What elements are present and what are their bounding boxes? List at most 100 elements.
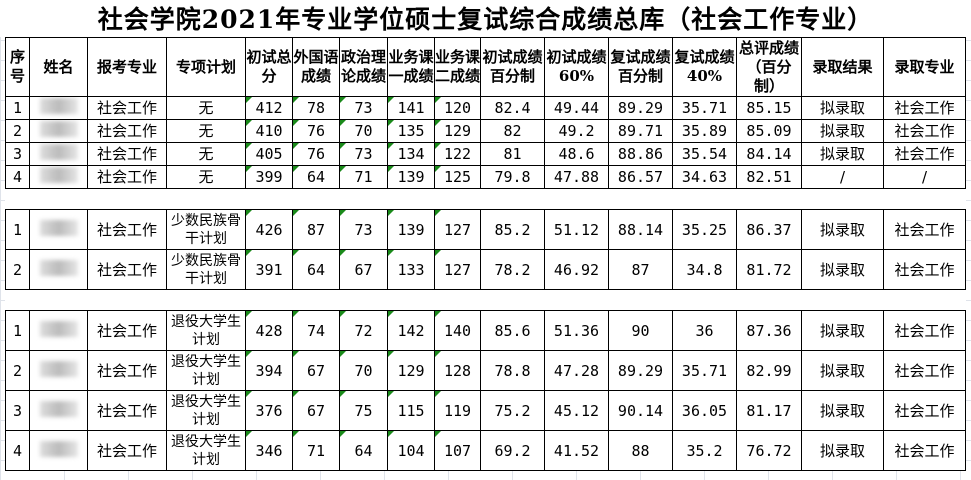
- cell-prelim-60[interactable]: 51.12: [544, 209, 609, 250]
- cell-course2[interactable]: 120: [434, 96, 481, 120]
- cell-major[interactable]: 社会工作: [87, 209, 167, 250]
- cell-politics[interactable]: 67: [339, 249, 388, 290]
- cell-name[interactable]: [29, 165, 88, 189]
- cell-retest-pct[interactable]: 88: [608, 430, 673, 471]
- cell-prelim-total[interactable]: 428: [245, 310, 293, 351]
- cell-foreign-lang[interactable]: 74: [292, 310, 340, 351]
- cell-course2[interactable]: 125: [434, 165, 481, 189]
- cell-major[interactable]: 社会工作: [87, 390, 167, 431]
- cell-retest-pct[interactable]: 86.57: [608, 165, 673, 189]
- table-row[interactable]: 3 社会工作无 405 76 73 134 122 81 48.6 88.86 35.54 84.14…: [5, 142, 966, 166]
- cell-foreign-lang[interactable]: 64: [292, 165, 340, 189]
- cell-admission-major[interactable]: 社会工作: [883, 249, 966, 290]
- cell-course1[interactable]: 135: [387, 119, 435, 143]
- cell-prelim-total[interactable]: 394: [245, 350, 293, 391]
- table-row[interactable]: 3 社会工作 退役大学生计划 376 67 75 115 119 75.2 45.12 90.14 3…: [5, 390, 966, 431]
- cell-course1[interactable]: 142: [387, 310, 435, 351]
- cell-prelim-total[interactable]: 405: [245, 142, 293, 166]
- cell-admission-major[interactable]: 社会工作: [883, 430, 966, 471]
- cell-prelim-total[interactable]: 391: [245, 249, 293, 290]
- table-row[interactable]: 2 社会工作 少数民族骨干计划 391 64 67 133 127 78.2 46.92 87 34.…: [5, 249, 966, 290]
- cell-admission-major[interactable]: 社会工作: [883, 209, 966, 250]
- cell-politics[interactable]: 73: [339, 142, 388, 166]
- cell-retest-40[interactable]: 34.63: [672, 165, 737, 189]
- cell-course1[interactable]: 141: [387, 96, 435, 120]
- cell-course1[interactable]: 104: [387, 430, 435, 471]
- cell-prelim-pct[interactable]: 85.2: [480, 209, 545, 250]
- cell-major[interactable]: 社会工作: [87, 310, 167, 351]
- cell-overall[interactable]: 87.36: [736, 310, 802, 351]
- cell-prelim-60[interactable]: 47.88: [544, 165, 609, 189]
- cell-admission-result[interactable]: 拟录取: [801, 390, 884, 431]
- cell-foreign-lang[interactable]: 67: [292, 390, 340, 431]
- cell-admission-result[interactable]: 拟录取: [801, 96, 884, 120]
- cell-politics[interactable]: 70: [339, 350, 388, 391]
- cell-prelim-total[interactable]: 426: [245, 209, 293, 250]
- cell-plan[interactable]: 无: [166, 119, 246, 143]
- cell-overall[interactable]: 85.15: [736, 96, 802, 120]
- cell-index[interactable]: 1: [5, 310, 30, 351]
- cell-major[interactable]: 社会工作: [87, 430, 167, 471]
- cell-overall[interactable]: 82.99: [736, 350, 802, 391]
- cell-politics[interactable]: 71: [339, 165, 388, 189]
- cell-course2[interactable]: 127: [434, 209, 481, 250]
- cell-plan[interactable]: 退役大学生计划: [166, 310, 246, 351]
- cell-prelim-60[interactable]: 47.28: [544, 350, 609, 391]
- table-row[interactable]: 2 社会工作 退役大学生计划 394 67 70 129 128 78.8 47.28 89.29 3…: [5, 350, 966, 391]
- table-row[interactable]: 1 社会工作 退役大学生计划 428 74 72 142 140 85.6 51.36 90 36 87…: [5, 310, 966, 351]
- cell-name[interactable]: [29, 350, 88, 391]
- cell-plan[interactable]: 退役大学生计划: [166, 430, 246, 471]
- cell-admission-result[interactable]: 拟录取: [801, 119, 884, 143]
- cell-retest-pct[interactable]: 89.29: [608, 96, 673, 120]
- cell-foreign-lang[interactable]: 78: [292, 96, 340, 120]
- cell-politics[interactable]: 64: [339, 430, 388, 471]
- cell-major[interactable]: 社会工作: [87, 350, 167, 391]
- cell-prelim-60[interactable]: 45.12: [544, 390, 609, 431]
- cell-name[interactable]: [29, 119, 88, 143]
- cell-admission-major[interactable]: 社会工作: [883, 390, 966, 431]
- cell-index[interactable]: 3: [5, 390, 30, 431]
- cell-name[interactable]: [29, 209, 88, 250]
- cell-politics[interactable]: 73: [339, 96, 388, 120]
- cell-index[interactable]: 2: [5, 350, 30, 391]
- cell-prelim-60[interactable]: 48.6: [544, 142, 609, 166]
- cell-course1[interactable]: 139: [387, 209, 435, 250]
- cell-course1[interactable]: 115: [387, 390, 435, 431]
- cell-prelim-total[interactable]: 410: [245, 119, 293, 143]
- cell-major[interactable]: 社会工作: [87, 249, 167, 290]
- cell-retest-40[interactable]: 35.54: [672, 142, 737, 166]
- cell-admission-result[interactable]: 拟录取: [801, 142, 884, 166]
- cell-admission-result[interactable]: 拟录取: [801, 350, 884, 391]
- cell-admission-result[interactable]: /: [801, 165, 884, 189]
- cell-index[interactable]: 4: [5, 430, 30, 471]
- cell-course2[interactable]: 119: [434, 390, 481, 431]
- cell-plan[interactable]: 无: [166, 165, 246, 189]
- cell-prelim-pct[interactable]: 78.2: [480, 249, 545, 290]
- table-row[interactable]: 1 社会工作 少数民族骨干计划 426 87 73 139 127 85.2 51.12 88.14…: [5, 209, 966, 250]
- table-row[interactable]: 4 社会工作 退役大学生计划 346 71 64 104 107 69.2 41.52 88 35.2…: [5, 430, 966, 471]
- cell-course1[interactable]: 129: [387, 350, 435, 391]
- cell-admission-major[interactable]: 社会工作: [883, 310, 966, 351]
- cell-course1[interactable]: 139: [387, 165, 435, 189]
- cell-retest-40[interactable]: 35.71: [672, 350, 737, 391]
- cell-prelim-pct[interactable]: 78.8: [480, 350, 545, 391]
- cell-retest-40[interactable]: 35.2: [672, 430, 737, 471]
- cell-admission-major[interactable]: 社会工作: [883, 142, 966, 166]
- cell-retest-pct[interactable]: 89.71: [608, 119, 673, 143]
- cell-prelim-60[interactable]: 51.36: [544, 310, 609, 351]
- cell-major[interactable]: 社会工作: [87, 96, 167, 120]
- cell-plan[interactable]: 退役大学生计划: [166, 350, 246, 391]
- cell-foreign-lang[interactable]: 87: [292, 209, 340, 250]
- cell-name[interactable]: [29, 310, 88, 351]
- cell-politics[interactable]: 75: [339, 390, 388, 431]
- cell-overall[interactable]: 76.72: [736, 430, 802, 471]
- cell-overall[interactable]: 85.09: [736, 119, 802, 143]
- cell-overall[interactable]: 86.37: [736, 209, 802, 250]
- cell-politics[interactable]: 73: [339, 209, 388, 250]
- cell-retest-40[interactable]: 35.25: [672, 209, 737, 250]
- cell-major[interactable]: 社会工作: [87, 119, 167, 143]
- cell-major[interactable]: 社会工作: [87, 165, 167, 189]
- cell-retest-pct[interactable]: 87: [608, 249, 673, 290]
- cell-index[interactable]: 1: [5, 96, 30, 120]
- cell-foreign-lang[interactable]: 76: [292, 119, 340, 143]
